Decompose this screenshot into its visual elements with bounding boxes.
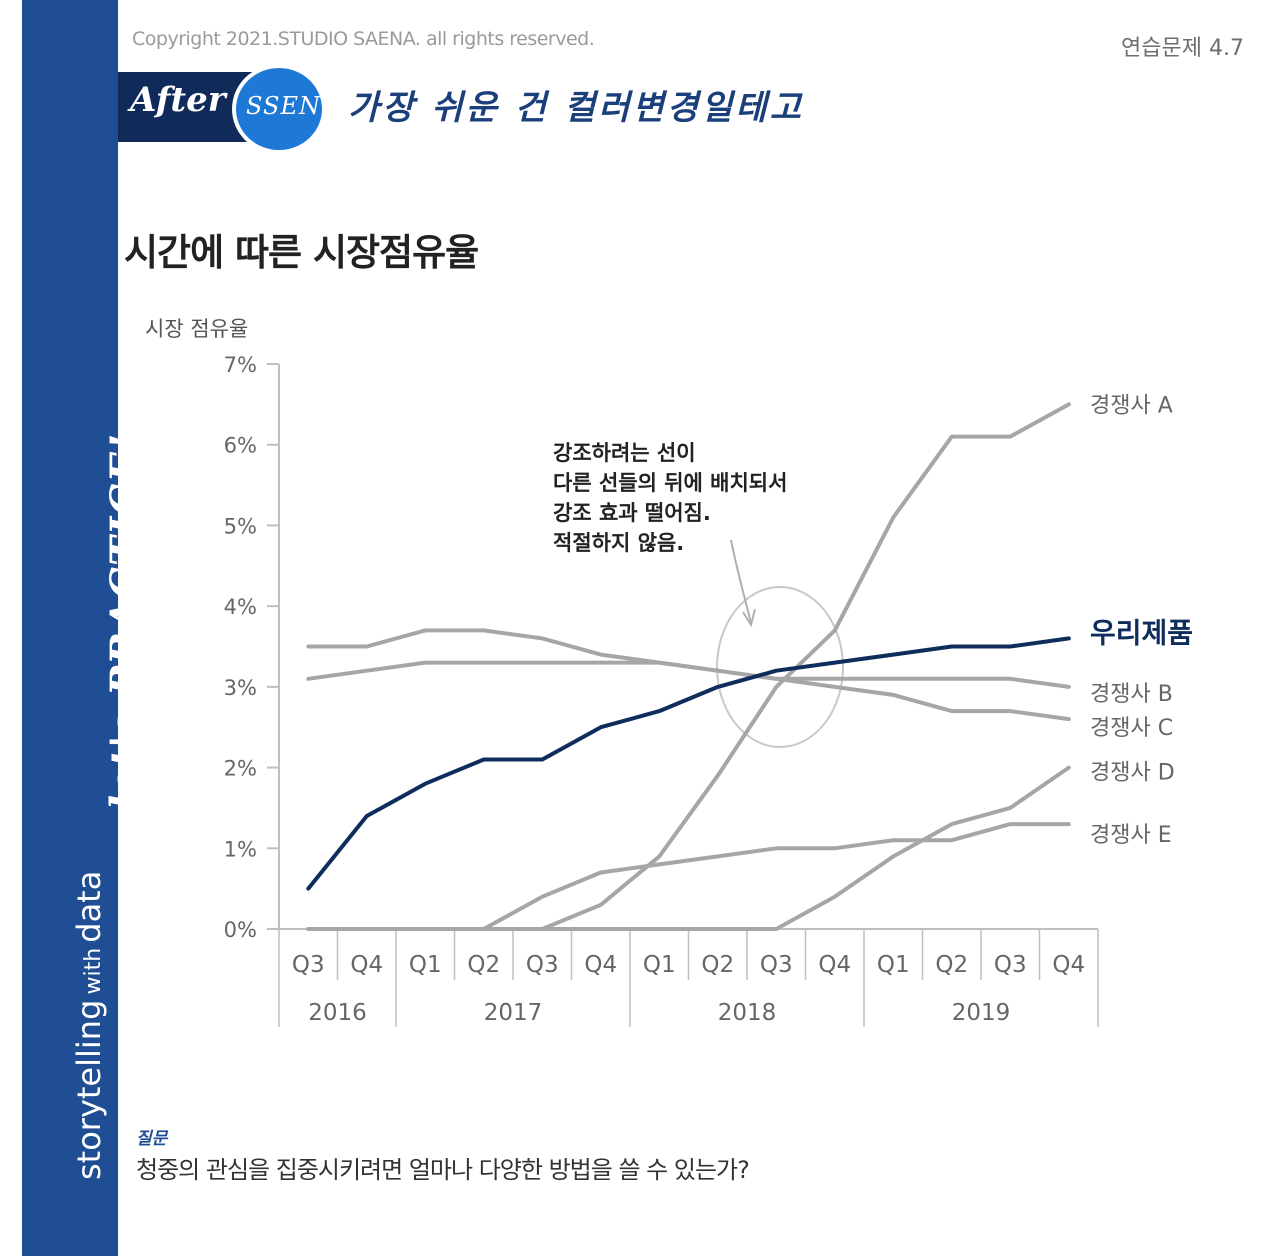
y-tick-label: 3%	[224, 676, 257, 700]
x-tick-label: Q4	[350, 952, 383, 978]
y-axis-label: 시장 점유율	[145, 317, 248, 341]
annotation-circle	[716, 586, 844, 748]
year-label: 2017	[484, 1000, 543, 1026]
y-tick-label: 4%	[224, 595, 257, 619]
series-labels: 경쟁사 A 경쟁사 B 경쟁사 C 경쟁사 D 경쟁사 E 우리제품	[1090, 393, 1193, 848]
series-line-competitor	[306, 765, 1071, 931]
annotation-text: 다른 선들의 뒤에 배치되서	[553, 471, 787, 495]
series-label: 경쟁사 B	[1090, 682, 1173, 707]
series-label: 경쟁사 C	[1090, 716, 1173, 741]
y-tick-label: 7%	[224, 353, 257, 377]
series-label: 우리제품	[1090, 616, 1193, 649]
chart-title: 시간에 따른 시장점유율	[124, 231, 479, 274]
x-tick-label: Q4	[584, 952, 617, 978]
question-text: 청중의 관심을 집중시키려면 얼마나 다양한 방법을 쓸 수 있는가?	[136, 1156, 750, 1184]
after-badge-label: After	[130, 80, 226, 120]
series-label: 경쟁사 D	[1090, 761, 1175, 786]
annotation-arrowhead	[742, 608, 756, 628]
series-label: 경쟁사 A	[1090, 393, 1173, 418]
x-tick-label: Q1	[409, 952, 442, 978]
series-line-ours	[306, 636, 1071, 891]
x-tick-label: Q1	[877, 952, 910, 978]
x-tick-label: Q2	[935, 952, 968, 978]
ssen-badge	[232, 64, 326, 154]
x-tick-label: Q2	[467, 952, 500, 978]
annotation-text: 강조하려는 선이	[553, 441, 696, 465]
annotation-text: 적절하지 않음.	[553, 531, 684, 555]
year-label: 2018	[718, 1000, 777, 1026]
series-line-competitor	[306, 628, 1071, 722]
chart-series	[306, 402, 1071, 931]
y-tick-label: 1%	[224, 837, 257, 861]
series-label: 경쟁사 E	[1090, 823, 1172, 848]
annotation-arrow	[730, 539, 752, 624]
annotation-text: 강조 효과 떨어짐.	[553, 501, 711, 525]
page-subtitle: 가장 쉬운 건 컬러변경일테고	[348, 88, 804, 128]
year-label: 2019	[952, 1000, 1011, 1026]
year-label: 2016	[308, 1000, 367, 1026]
x-tick-label: Q4	[1052, 952, 1085, 978]
series-line-competitor	[306, 822, 1071, 931]
y-tick-label: 6%	[224, 434, 257, 458]
x-tick-label: Q2	[701, 952, 734, 978]
x-tick-label: Q3	[526, 952, 559, 978]
x-tick-label: Q1	[643, 952, 676, 978]
y-tick-label: 0%	[224, 918, 257, 942]
sidebar-band	[22, 0, 118, 1256]
x-tick-label: Q3	[994, 952, 1027, 978]
ssen-badge-label: SSEN	[246, 92, 321, 120]
copyright-text: Copyright 2021.STUDIO SAENA. all rights …	[132, 28, 595, 50]
exercise-number: 연습문제 4.7	[1121, 36, 1244, 61]
x-tick-label: Q3	[760, 952, 793, 978]
x-tick-label: Q3	[292, 952, 325, 978]
question-label: 질문	[136, 1129, 168, 1149]
x-tick-label: Q4	[818, 952, 851, 978]
y-tick-label: 5%	[224, 514, 257, 538]
y-tick-label: 2%	[224, 757, 257, 781]
